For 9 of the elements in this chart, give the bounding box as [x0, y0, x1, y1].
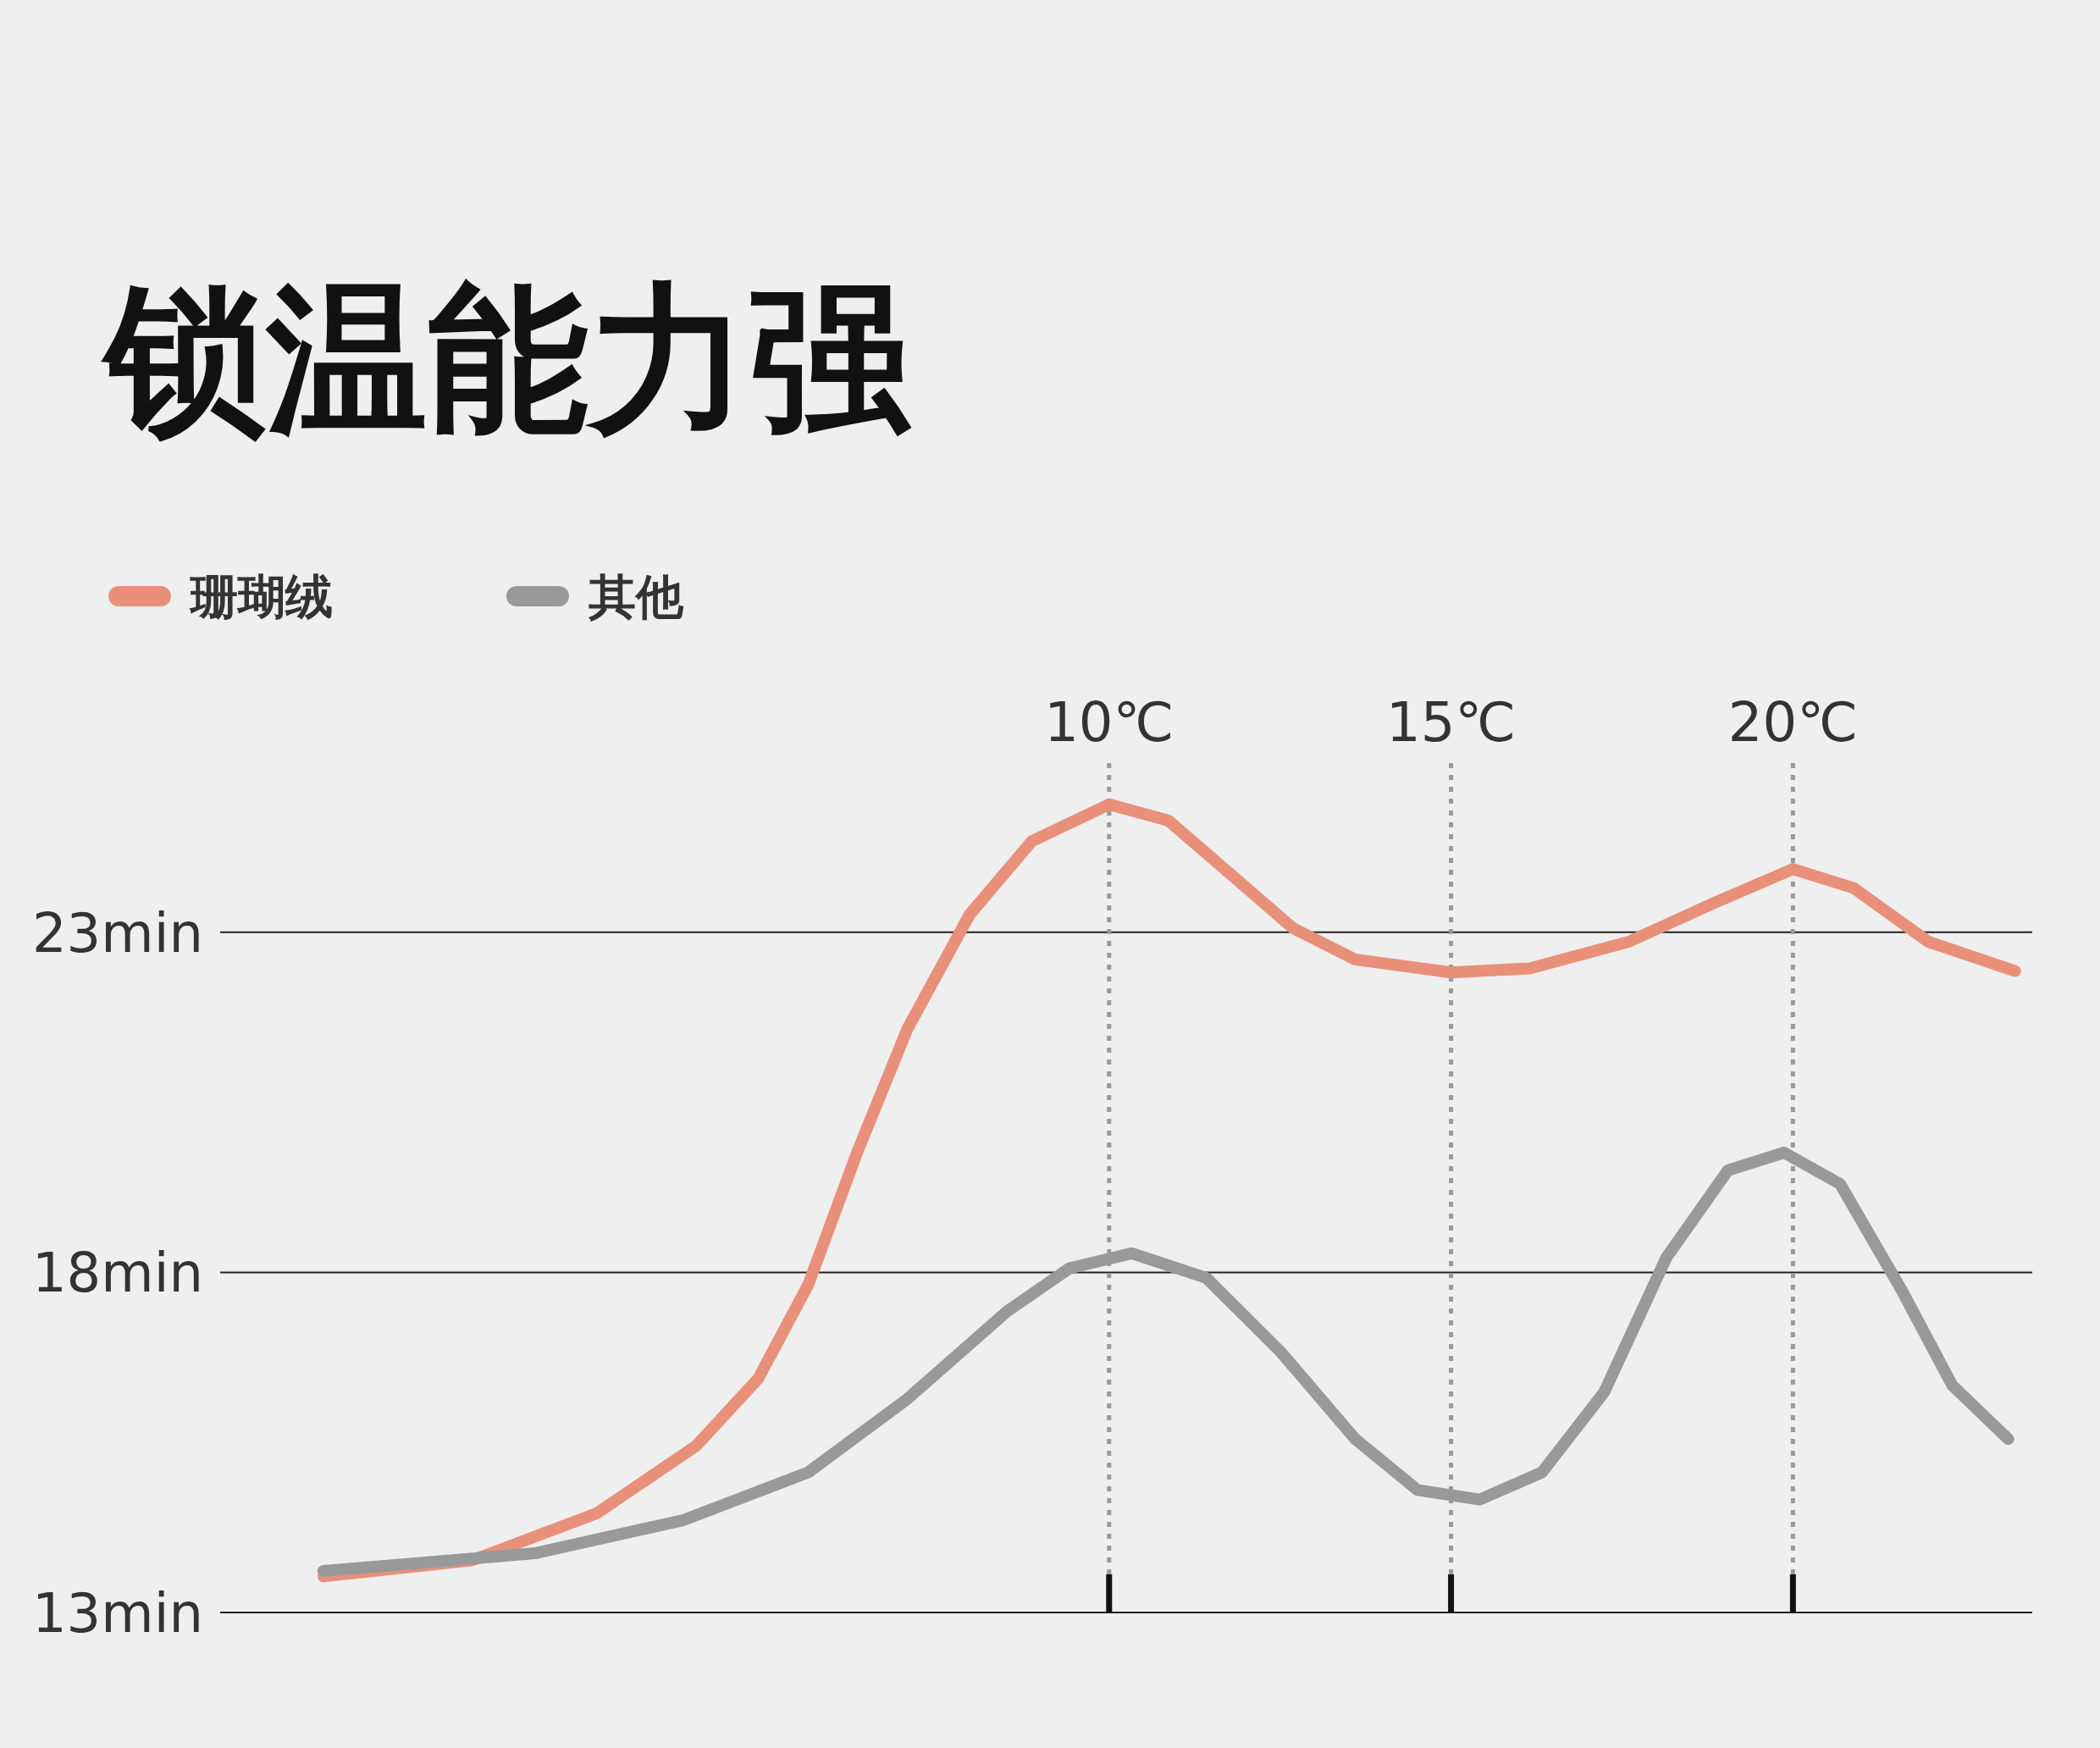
legend-label: 珊瑚绒	[189, 569, 333, 624]
legend-label: 其他	[588, 569, 684, 624]
y-tick-label: 13min	[31, 1582, 203, 1645]
x-tick-label: 10℃	[1044, 691, 1174, 754]
y-tick-label: 18min	[31, 1242, 203, 1305]
x-tick-label: 15℃	[1385, 691, 1517, 754]
x-tick-label: 20℃	[1727, 691, 1859, 754]
chart-title: 锁温能力强	[101, 266, 912, 453]
y-tick-label: 23min	[31, 901, 203, 965]
